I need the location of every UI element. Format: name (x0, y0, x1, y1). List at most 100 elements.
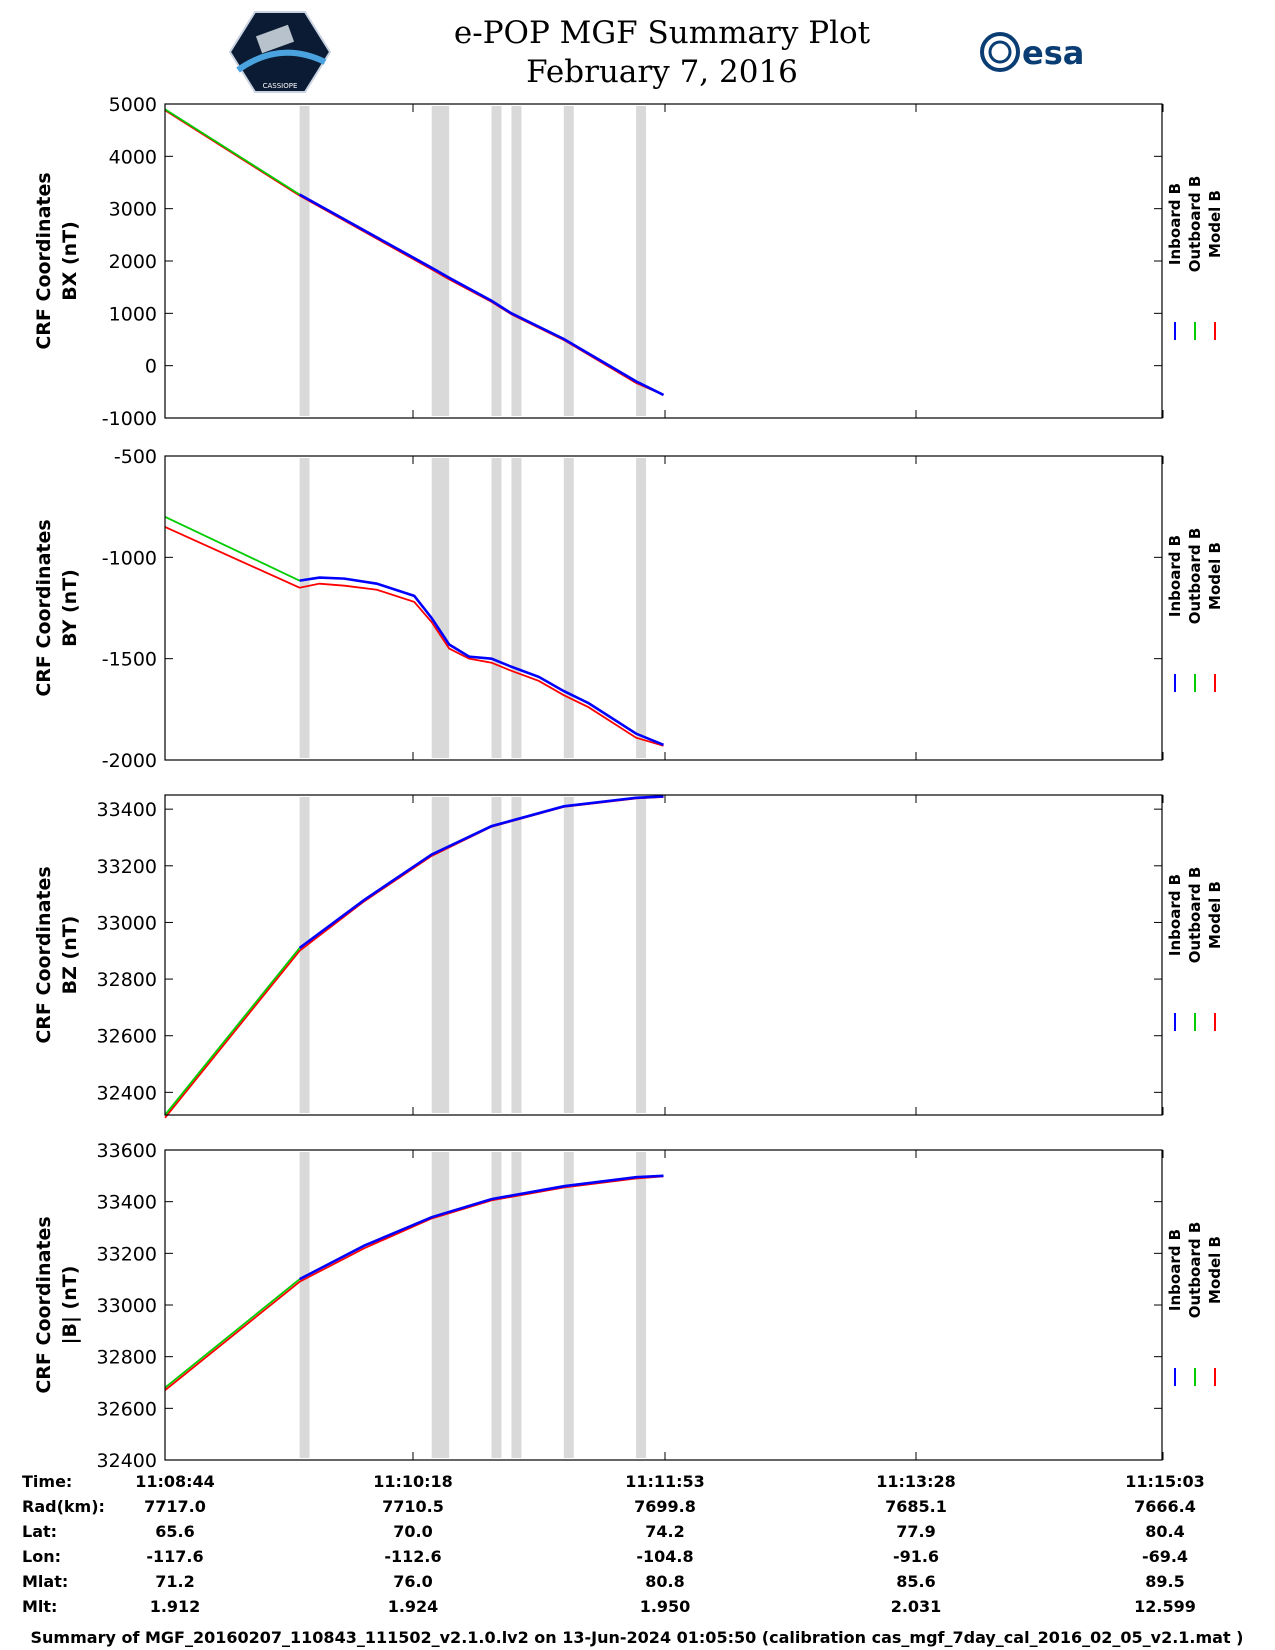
y-tick-label: 0 (145, 356, 157, 378)
data-gap-band (431, 458, 450, 758)
info-cell: 11:08:44 (135, 1472, 215, 1491)
y-tick-label: 1000 (109, 303, 157, 325)
esa-logo: esa (980, 32, 1084, 72)
y-tick-label: -500 (114, 446, 157, 468)
plot-frame (164, 1149, 1163, 1461)
plot-frame (164, 455, 1163, 761)
series-line-inboard-b (298, 795, 664, 949)
info-row-label: Lon: (22, 1547, 61, 1566)
info-cell: -117.6 (146, 1547, 203, 1566)
info-cell: 70.0 (393, 1522, 432, 1541)
info-cell: 80.4 (1145, 1522, 1184, 1541)
y-tick-label: 32800 (97, 969, 157, 991)
data-gap-band (299, 1152, 310, 1458)
data-gap-band (491, 106, 502, 416)
legend-label: Model B (1206, 190, 1224, 258)
y-tick-label: 33400 (97, 1192, 157, 1214)
data-gap-band (511, 458, 522, 758)
legend-label: Model B (1206, 1236, 1224, 1304)
data-gap-band (491, 458, 502, 758)
info-cell: 2.031 (891, 1597, 942, 1616)
series-line-outboard-b (164, 515, 300, 582)
data-gap-band (431, 106, 450, 416)
data-gap-band (636, 1152, 647, 1458)
data-gap-band (431, 1152, 450, 1458)
panel-3: 33400 33200 33000 32800 32600 32400 CRF Coordi… (33, 794, 1224, 1119)
info-row-label: Mlt: (22, 1597, 57, 1616)
series-line-outboard-b (164, 108, 301, 196)
panel-1: 5000 4000 3000 2000 1000 0 -1000 CRF Coordinate… (33, 94, 1224, 430)
y-axis-label: CRF Coordinates (33, 519, 55, 696)
series-line-outboard-b (164, 1278, 301, 1389)
info-cell: 7710.5 (382, 1497, 444, 1516)
y-axis-label: CRF Coordinates (33, 1216, 55, 1393)
y-tick-label: 32400 (97, 1450, 157, 1472)
data-gap-band (431, 797, 450, 1113)
info-cell: 77.9 (896, 1522, 935, 1541)
y-tick-label: -2000 (102, 750, 157, 772)
info-row-label: Mlat: (22, 1572, 68, 1591)
info-cell: -104.8 (636, 1547, 693, 1566)
y-tick-label: 33200 (97, 1243, 157, 1265)
data-gap-band (299, 797, 310, 1113)
legend-label: Inboard B (1166, 1229, 1184, 1311)
info-cell: 65.6 (155, 1522, 194, 1541)
series-line-model-b (164, 1175, 664, 1391)
y-tick-label: -1000 (102, 547, 157, 569)
data-gap-band (563, 458, 574, 758)
info-cell: 7717.0 (144, 1497, 206, 1516)
legend-label: Outboard B (1186, 528, 1204, 625)
data-gap-band (511, 797, 522, 1113)
legend-label: Inboard B (1166, 535, 1184, 617)
y-tick-label: 32600 (97, 1398, 157, 1420)
left-logo-text: CASSIOPE (263, 82, 298, 90)
info-cell: 11:15:03 (1125, 1472, 1205, 1491)
info-row-label: Rad(km): (22, 1497, 105, 1516)
y-tick-label: 2000 (109, 251, 157, 273)
data-gap-band (491, 1152, 502, 1458)
y-tick-label: 3000 (109, 199, 157, 221)
info-cell: -69.4 (1142, 1547, 1188, 1566)
info-cell: -112.6 (384, 1547, 441, 1566)
info-row-label: Time: (22, 1472, 72, 1491)
series-line-inboard-b (299, 576, 664, 747)
chart-title-line2: February 7, 2016 (526, 54, 798, 90)
legend-label: Outboard B (1186, 176, 1204, 273)
info-row-label: Lat: (22, 1522, 57, 1541)
info-cell: -91.6 (893, 1547, 939, 1566)
chart-title-line1: e-POP MGF Summary Plot (454, 15, 871, 51)
data-gap-band (563, 1152, 574, 1458)
series-line-model-b (164, 796, 664, 1119)
info-cell: 12.599 (1134, 1597, 1196, 1616)
info-cell: 1.924 (388, 1597, 439, 1616)
y-axis-label: CRF Coordinates (33, 866, 55, 1043)
legend-label: Model B (1206, 881, 1224, 949)
data-gap-band (636, 458, 647, 758)
data-gap-band (636, 106, 647, 416)
info-cell: 7666.4 (1134, 1497, 1196, 1516)
data-gap-band (511, 106, 522, 416)
y-tick-label: 32600 (97, 1026, 157, 1048)
info-cell: 76.0 (393, 1572, 432, 1591)
panel-4: 33600 33400 33200 33000 32800 32600 32400 CRF C… (33, 1140, 1224, 1472)
series-line-model-b (164, 526, 664, 747)
y-axis-label: BY (nT) (59, 569, 81, 647)
esa-logo-text: esa (1022, 34, 1084, 72)
info-cell: 11:11:53 (625, 1472, 705, 1491)
info-cell: 11:13:28 (876, 1472, 956, 1491)
y-tick-label: 32800 (97, 1347, 157, 1369)
y-axis-label: BZ (nT) (59, 916, 81, 995)
data-gap-band (299, 458, 310, 758)
y-tick-label: 33600 (97, 1140, 157, 1162)
info-cell: 1.912 (150, 1597, 201, 1616)
info-cell: 1.950 (640, 1597, 691, 1616)
info-cell: 74.2 (645, 1522, 684, 1541)
y-tick-label: 32400 (97, 1082, 157, 1104)
legend-label: Inboard B (1166, 183, 1184, 265)
y-tick-label: -1500 (102, 649, 157, 671)
y-tick-label: 4000 (109, 146, 157, 168)
data-gap-band (511, 1152, 522, 1458)
info-cell: 7685.1 (885, 1497, 947, 1516)
series-line-inboard-b (298, 193, 665, 397)
